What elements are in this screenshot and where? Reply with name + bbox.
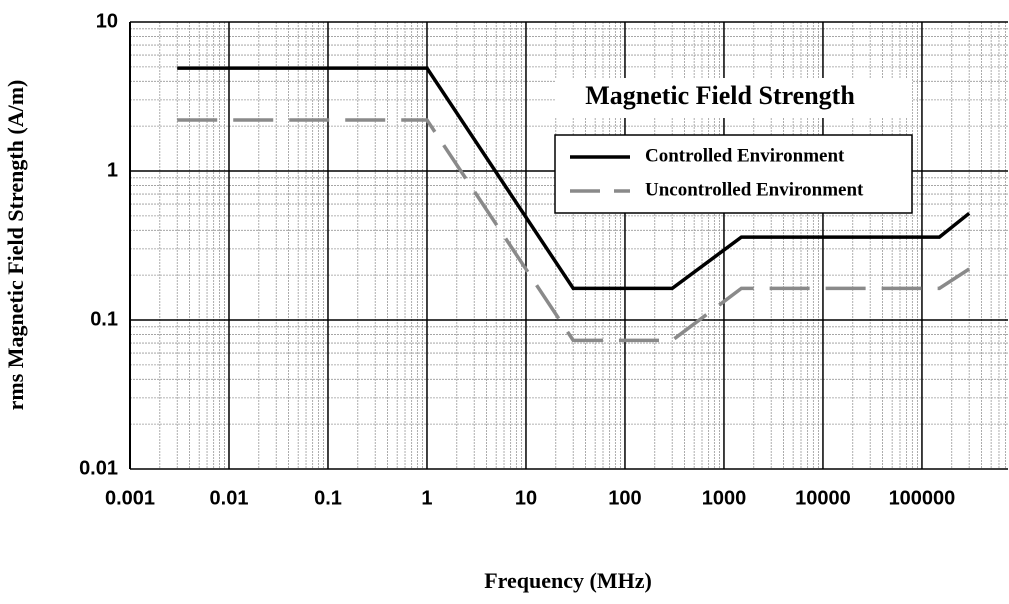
data-line [177, 66, 971, 291]
x-tick-label: 0.001 [105, 487, 155, 509]
x-tick-label: 10000 [795, 487, 851, 509]
x-tick-label: 10 [515, 487, 537, 509]
legend-box [554, 134, 913, 214]
x-tick-label: 100 [608, 487, 641, 509]
x-axis-label: Frequency (MHz) [484, 568, 652, 593]
legend-label: Controlled Environment [645, 145, 845, 166]
legend-label: Uncontrolled Environment [645, 179, 864, 200]
y-tick-label: 10 [96, 10, 118, 32]
x-tick-label: 0.1 [314, 487, 342, 509]
y-tick-label: 0.1 [90, 308, 118, 330]
chart-title: Magnetic Field Strength [585, 81, 855, 110]
x-tick-label: 100000 [889, 487, 956, 509]
x-tick-label: 1000 [702, 487, 747, 509]
x-tick-label: 0.01 [210, 487, 249, 509]
y-axis-label: rms Magnetic Field Strength (A/m) [3, 80, 28, 411]
data-line [177, 118, 971, 343]
x-tick-label: 1 [421, 487, 432, 509]
y-tick-label: 1 [107, 159, 118, 181]
title-box [555, 78, 912, 118]
y-tick-label: 0.01 [79, 457, 118, 479]
